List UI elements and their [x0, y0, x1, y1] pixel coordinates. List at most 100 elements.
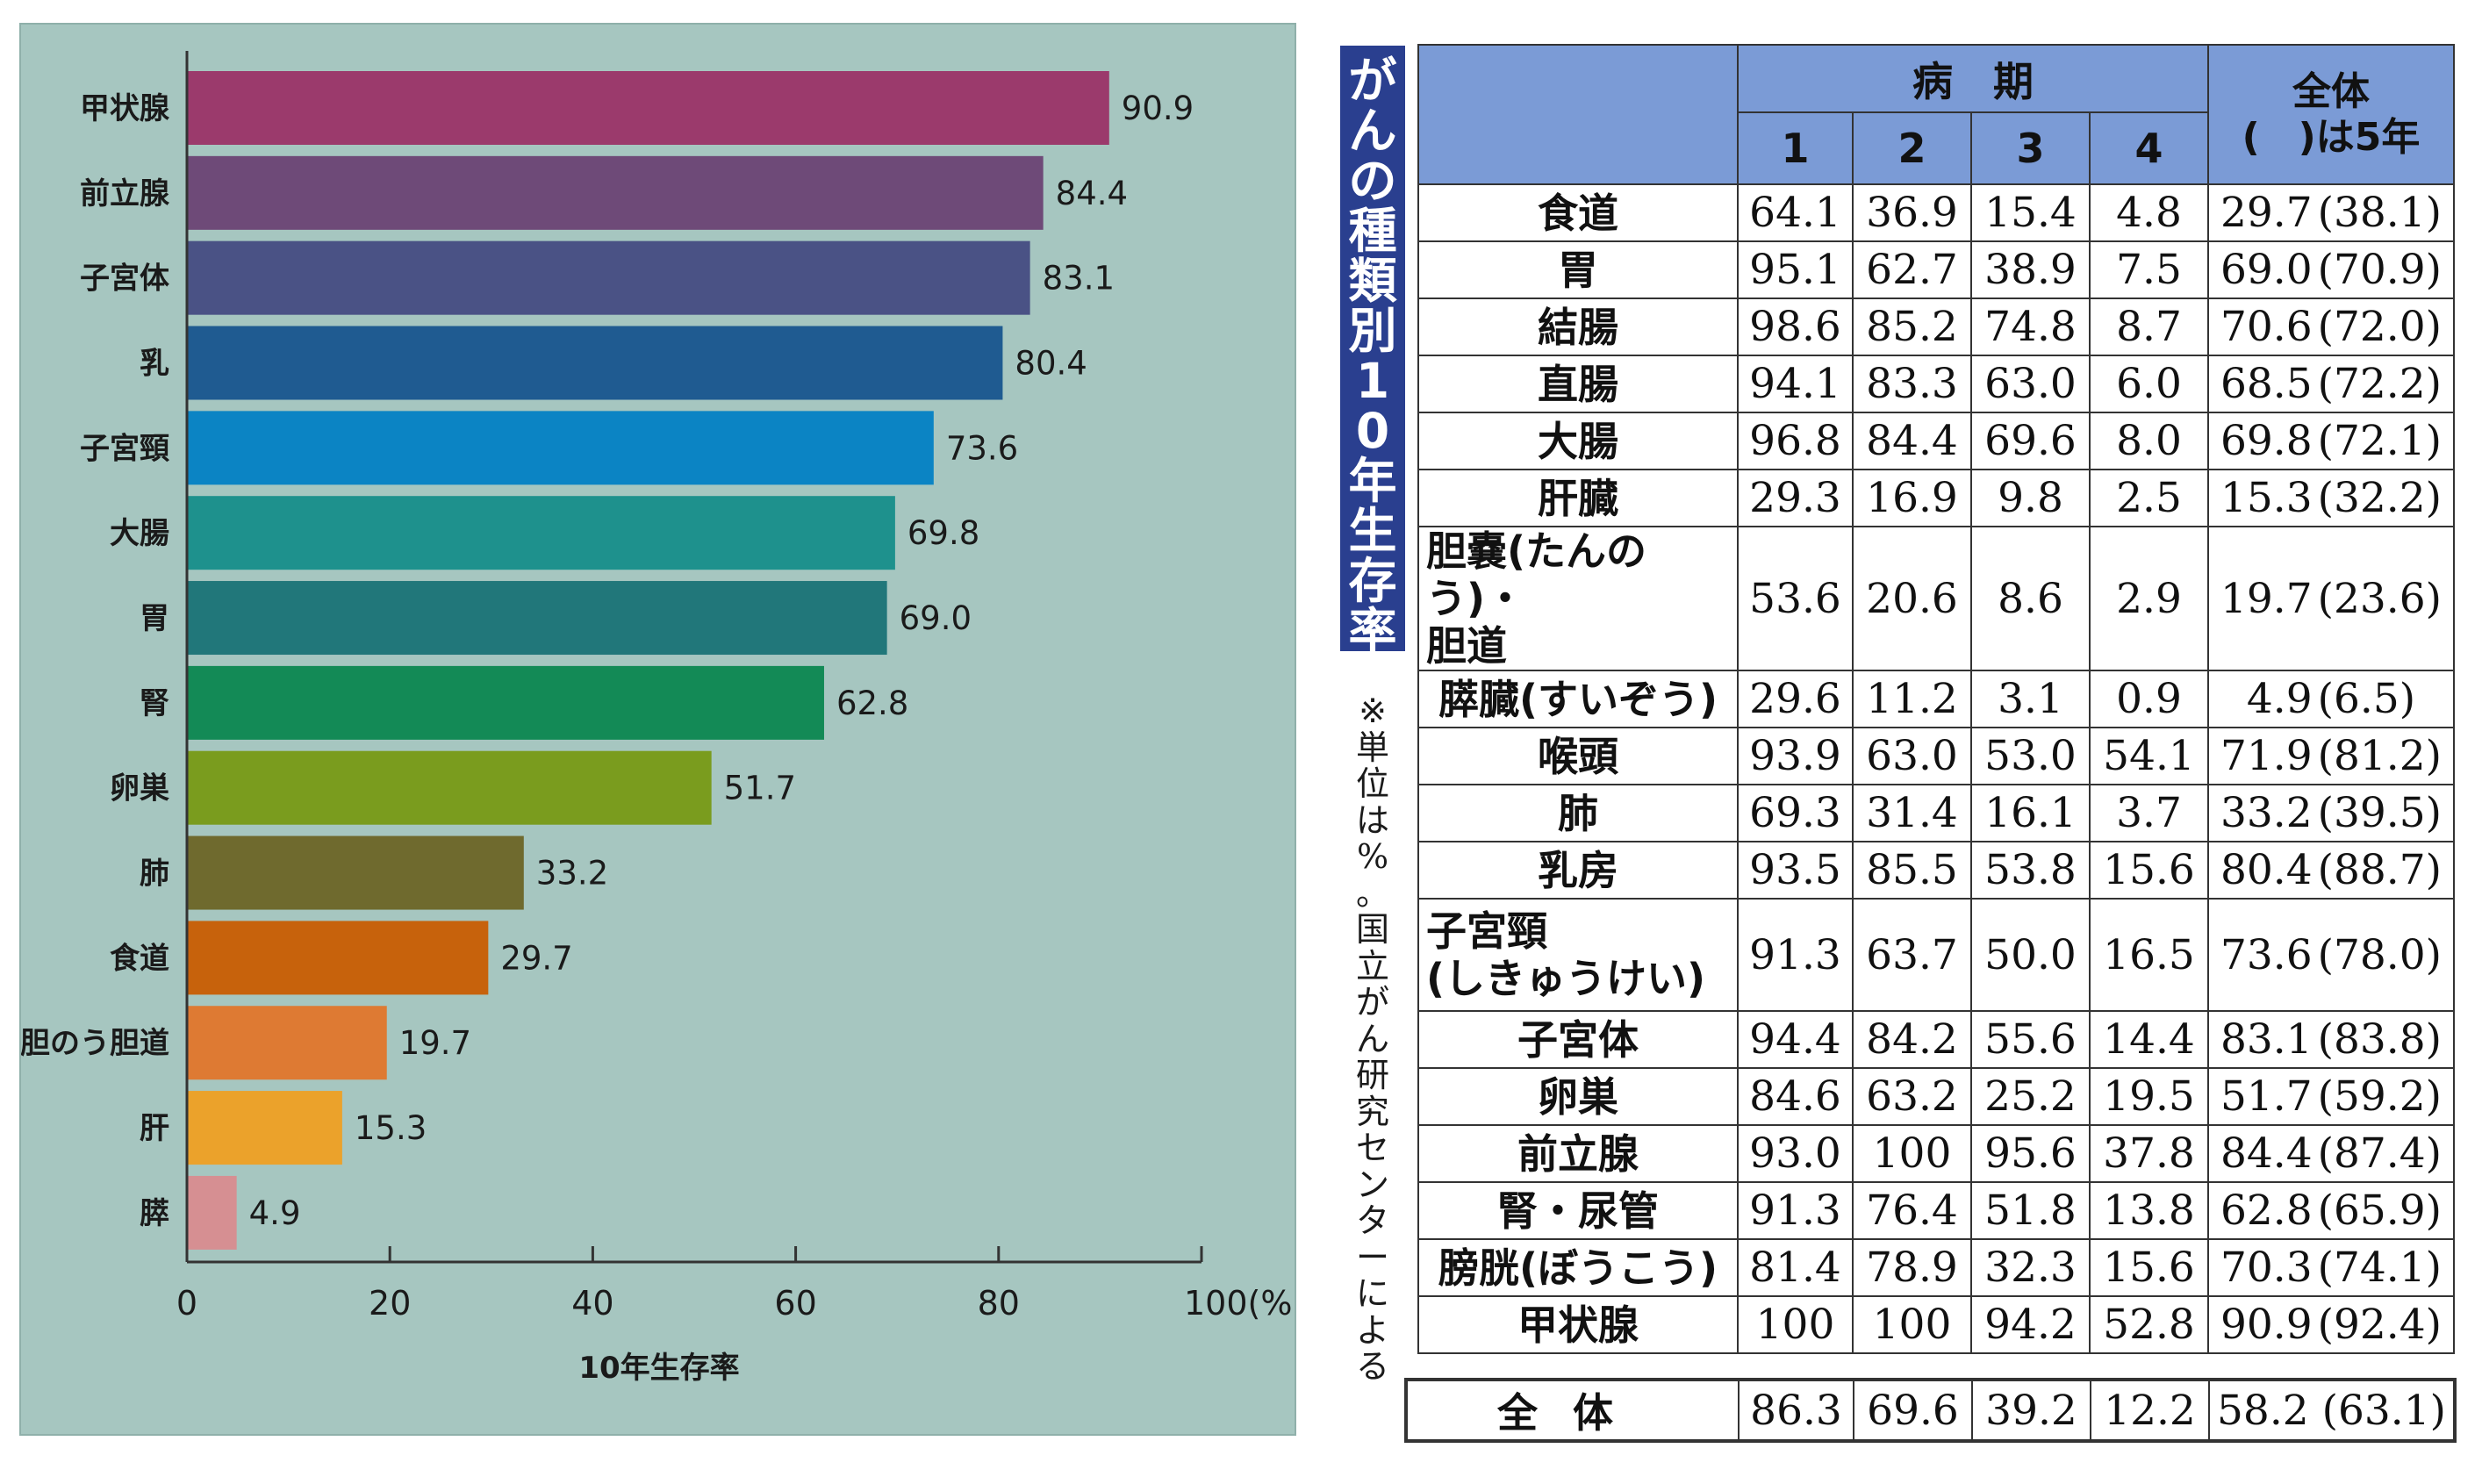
table-row: 腎・尿管 91.3 76.4 51.8 13.8 62.8 (65.9) [1417, 1181, 2455, 1240]
row-name: 甲状腺 [1417, 1295, 1739, 1354]
row-five-year: (92.4) [2317, 1301, 2442, 1349]
value-label: 15.3 [355, 1109, 427, 1147]
value-label: 19.7 [399, 1024, 471, 1062]
ticks-layer: 0 20 40 60 80 100(%) [176, 1246, 1295, 1323]
row-name: 膵臓(すいぞう) [1417, 670, 1739, 728]
header-stage-2: 2 [1852, 111, 1972, 185]
title-char: 率 [1348, 603, 1397, 659]
row-stage-3: 74.8 [1970, 298, 2091, 356]
row-total-value: 69.8 [2220, 417, 2313, 465]
row-name-line1: 卵巣 [1538, 1072, 1618, 1121]
row-stage-2: 36.9 [1852, 183, 1972, 242]
row-total-value: 83.1 [2220, 1015, 2313, 1064]
bar [187, 155, 1044, 230]
overall-stage-2: 69.6 [1853, 1379, 1973, 1442]
note-char: よ [1355, 1310, 1389, 1350]
row-name-line1: 喉頭 [1538, 732, 1618, 780]
value-label: 69.8 [907, 514, 979, 552]
note-char: ー [1355, 1237, 1389, 1277]
row-stage-2: 11.2 [1852, 670, 1972, 728]
row-name-line1: 結腸 [1538, 303, 1618, 351]
overall-total-value: 58.2 [2217, 1386, 2309, 1435]
table-row: 前立腺 93.0 100 95.6 37.8 84.4 (87.4) [1417, 1124, 2455, 1183]
row-name: 肺 [1417, 784, 1739, 842]
row-stage-2: 63.0 [1852, 727, 1972, 785]
row-name-line1: 肝臓 [1538, 474, 1618, 522]
row-stage-1: 29.6 [1737, 670, 1854, 728]
row-name-line1: 大腸 [1538, 417, 1618, 465]
value-label: 4.9 [249, 1194, 301, 1232]
row-stage-2: 16.9 [1852, 469, 1972, 527]
bar [187, 411, 934, 485]
row-total: 70.3 (74.1) [2207, 1238, 2455, 1297]
row-stage-1: 96.8 [1737, 412, 1854, 470]
table-row: 肝臓 29.3 16.9 9.8 2.5 15.3 (32.2) [1417, 469, 2455, 527]
note-char: が [1355, 983, 1389, 1022]
row-stage-1: 64.1 [1737, 183, 1854, 242]
row-stage-1: 98.6 [1737, 298, 1854, 356]
row-five-year: (72.2) [2317, 360, 2442, 408]
row-name-line1: 子宮頸 [1426, 907, 1547, 955]
note-char: る [1355, 1347, 1389, 1386]
row-stage-4: 6.0 [2089, 355, 2209, 413]
row-stage-4: 19.5 [2089, 1067, 2209, 1126]
table-row: 甲状腺 100 100 94.2 52.8 90.9 (92.4) [1417, 1295, 2455, 1354]
row-stage-3: 16.1 [1970, 784, 2091, 842]
x-tick-label: 40 [571, 1284, 613, 1323]
x-axis-title: 10年生存率 [578, 1351, 739, 1386]
row-total: 4.9 (6.5) [2207, 670, 2455, 728]
row-five-year: (39.5) [2317, 789, 2442, 837]
row-name: 乳房 [1417, 841, 1739, 900]
note-char: は [1355, 800, 1389, 840]
row-name-line1: 胃 [1558, 246, 1598, 294]
chart-panel: 甲状腺 90.9 前立腺 84.4 子宮体 83.1 乳 80.4 子宮頸 73.6 大腸 69.8 胃… [19, 23, 1296, 1436]
title-char: 別 [1348, 303, 1397, 359]
row-name-line1: 前立腺 [1517, 1129, 1639, 1178]
row-five-year: (81.2) [2317, 732, 2442, 780]
category-label: 乳 [140, 347, 169, 382]
row-stage-3: 95.6 [1970, 1124, 2091, 1183]
row-stage-3: 9.8 [1970, 469, 2091, 527]
x-tick-label: 100(%) [1184, 1284, 1295, 1323]
title-char: の [1348, 153, 1397, 209]
table-row: 子宮頸 (しきゅうけい) 91.3 63.7 50.0 16.5 73.6 (78.0) [1417, 898, 2455, 1012]
row-stage-2: 83.3 [1852, 355, 1972, 413]
row-name: 大腸 [1417, 412, 1739, 470]
overall-stage-1: 86.3 [1738, 1379, 1854, 1442]
row-stage-1: 91.3 [1737, 1181, 1854, 1240]
category-label: 大腸 [110, 516, 169, 551]
table-row: 胆嚢(たんのう)・ 胆道 53.6 20.6 8.6 2.9 19.7 (23.6) [1417, 526, 2455, 671]
category-label: 子宮体 [80, 262, 169, 297]
row-total: 68.5 (72.2) [2207, 355, 2455, 413]
category-label: 食道 [110, 941, 169, 976]
header-total-line2: ( )は5年 [2242, 114, 2421, 160]
row-stage-1: 94.1 [1737, 355, 1854, 413]
row-name: 胆嚢(たんのう)・ 胆道 [1417, 526, 1739, 671]
title-char: 年 [1348, 453, 1397, 509]
row-name-line1: 食道 [1538, 189, 1618, 237]
row-stage-2: 100 [1852, 1124, 1972, 1183]
row-total: 80.4 (88.7) [2207, 841, 2455, 900]
row-stage-2: 85.5 [1852, 841, 1972, 900]
row-stage-1: 93.5 [1737, 841, 1854, 900]
row-total-value: 71.9 [2220, 732, 2313, 780]
row-five-year: (87.4) [2317, 1129, 2442, 1178]
table-row: 膵臓(すいぞう) 29.6 11.2 3.1 0.9 4.9 (6.5) [1417, 670, 2455, 728]
row-five-year: (78.0) [2317, 930, 2442, 979]
row-stage-1: 69.3 [1737, 784, 1854, 842]
row-stage-3: 63.0 [1970, 355, 2091, 413]
bar [187, 921, 489, 995]
row-total-value: 70.6 [2220, 303, 2313, 351]
header-blank-cell [1417, 44, 1739, 185]
row-total-value: 84.4 [2220, 1129, 2313, 1178]
row-name-line2: (しきゅうけい) [1426, 955, 1706, 1002]
header-stage-1: 1 [1737, 111, 1854, 185]
row-stage-3: 69.6 [1970, 412, 2091, 470]
row-total: 84.4 (87.4) [2207, 1124, 2455, 1183]
row-stage-2: 20.6 [1852, 526, 1972, 671]
value-label: 90.9 [1122, 90, 1194, 127]
row-name: 喉頭 [1417, 727, 1739, 785]
row-total: 51.7 (59.2) [2207, 1067, 2455, 1126]
row-five-year: (59.2) [2317, 1072, 2442, 1121]
note-char: タ [1355, 1201, 1389, 1240]
